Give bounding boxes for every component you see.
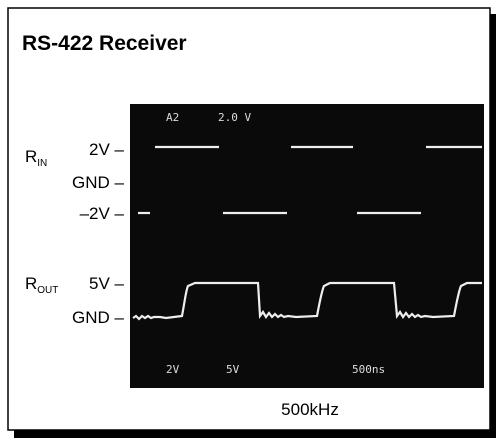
in-high-label: 2V – — [89, 140, 125, 159]
scope-channel: A2 — [166, 111, 179, 124]
r-in-sub: IN — [37, 158, 47, 169]
r-in-main: R — [25, 147, 37, 166]
scope-scale: 2.0 V — [218, 111, 251, 124]
caption: 500kHz — [281, 400, 339, 419]
in-gnd-label: GND – — [72, 173, 125, 192]
scope-timebase: 500ns — [352, 363, 385, 376]
r-out-sub: OUT — [37, 285, 58, 296]
scope-ch1-scale: 2V — [166, 363, 180, 376]
r-out-main: R — [25, 274, 37, 293]
title: RS-422 Receiver — [22, 32, 187, 55]
figure: RS-422 Receiver RIN 2V – GND – –2V – ROU… — [0, 0, 502, 444]
in-low-label: –2V – — [80, 204, 125, 223]
scope-ch2-scale: 5V — [226, 363, 240, 376]
out-high-label: 5V – — [89, 274, 125, 293]
page: RS-422 Receiver RIN 2V – GND – –2V – ROU… — [0, 0, 502, 444]
out-gnd-label: GND – — [72, 308, 125, 327]
